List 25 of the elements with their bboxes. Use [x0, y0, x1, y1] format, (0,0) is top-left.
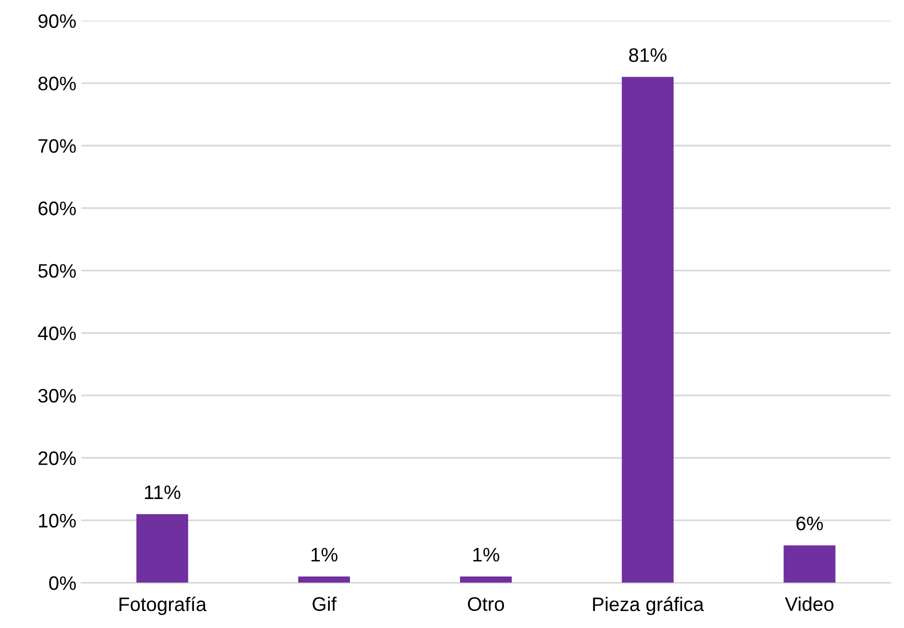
- x-tick-label: Gif: [312, 596, 337, 611]
- data-label: 1%: [312, 548, 338, 562]
- bar: [136, 514, 188, 583]
- x-tick-label: Otro: [468, 597, 504, 611]
- data-label: 81%: [629, 48, 666, 62]
- y-tick-label: 60%: [38, 202, 76, 216]
- data-label: 11%: [145, 485, 180, 500]
- y-tick-label: 90%: [38, 14, 76, 28]
- bar: [298, 576, 350, 583]
- y-tick-label: 0%: [49, 576, 76, 590]
- y-tick-label: 20%: [38, 451, 76, 466]
- y-tick-label: 50%: [38, 264, 76, 278]
- y-tick-label: 10%: [39, 514, 76, 528]
- data-label: 6%: [796, 516, 823, 530]
- y-tick-label: 70%: [38, 139, 76, 153]
- bar: [460, 576, 512, 583]
- x-tick-label: Pieza gráfica: [593, 596, 704, 616]
- data-label: 1%: [473, 548, 500, 562]
- x-tick-label: Fotografía: [120, 596, 207, 616]
- bar: [784, 545, 836, 583]
- bar: [622, 76, 674, 583]
- y-tick-label: 40%: [38, 326, 76, 340]
- y-tick-label: 80%: [38, 76, 76, 90]
- y-tick-label: 30%: [38, 388, 76, 403]
- x-tick-label: Video: [784, 596, 834, 611]
